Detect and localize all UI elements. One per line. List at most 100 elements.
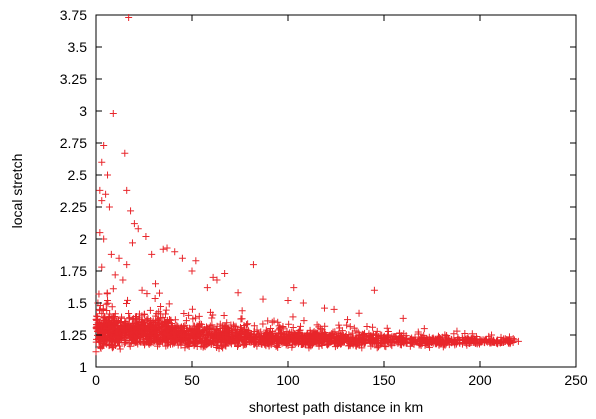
data-point bbox=[234, 342, 242, 350]
data-point bbox=[164, 341, 172, 349]
data-point bbox=[156, 336, 164, 344]
data-point bbox=[140, 310, 148, 318]
data-point bbox=[185, 340, 193, 348]
x-axis: 0 50 100 150 200 250 bbox=[92, 15, 588, 388]
data-point bbox=[373, 334, 381, 342]
data-point bbox=[134, 225, 142, 233]
data-point bbox=[152, 280, 160, 288]
data-point bbox=[179, 332, 187, 340]
data-point bbox=[369, 323, 377, 331]
x-tick-label: 50 bbox=[184, 372, 200, 388]
data-point bbox=[185, 333, 193, 341]
data-point bbox=[132, 319, 140, 327]
data-point bbox=[344, 316, 352, 324]
data-point bbox=[171, 333, 179, 341]
data-point bbox=[363, 323, 371, 331]
data-point bbox=[220, 312, 228, 320]
data-point bbox=[125, 14, 133, 22]
data-point bbox=[333, 341, 341, 349]
data-point bbox=[257, 340, 265, 348]
data-point bbox=[235, 333, 243, 341]
data-point bbox=[422, 336, 430, 344]
data-point bbox=[185, 311, 193, 319]
data-point bbox=[116, 345, 124, 353]
data-point bbox=[383, 324, 391, 332]
data-point bbox=[195, 326, 203, 334]
data-point bbox=[303, 331, 311, 339]
data-point bbox=[191, 339, 199, 347]
data-point bbox=[209, 336, 217, 344]
data-point bbox=[208, 314, 216, 322]
data-point bbox=[146, 331, 154, 339]
data-point bbox=[338, 327, 346, 335]
data-point bbox=[352, 342, 360, 350]
data-point bbox=[270, 317, 278, 325]
data-point bbox=[105, 203, 113, 211]
data-point bbox=[178, 254, 186, 262]
y-tick-label: 2.25 bbox=[60, 199, 87, 215]
data-point bbox=[289, 323, 297, 331]
data-point bbox=[100, 327, 108, 335]
data-point bbox=[239, 327, 247, 335]
data-point bbox=[153, 342, 161, 350]
data-point bbox=[121, 328, 129, 336]
data-point bbox=[220, 328, 228, 336]
data-point bbox=[439, 338, 447, 346]
data-point bbox=[149, 324, 157, 332]
data-point bbox=[114, 322, 122, 330]
data-point bbox=[216, 320, 224, 328]
data-point bbox=[234, 289, 242, 297]
data-point bbox=[305, 344, 313, 352]
y-axis-label: local stretch bbox=[9, 154, 25, 229]
data-point bbox=[155, 340, 163, 348]
data-point bbox=[203, 284, 211, 292]
data-point bbox=[276, 336, 284, 344]
data-point bbox=[93, 312, 101, 320]
data-point bbox=[121, 149, 129, 157]
data-point bbox=[238, 307, 246, 315]
data-point bbox=[259, 320, 267, 328]
data-point bbox=[354, 339, 362, 347]
data-point bbox=[93, 324, 101, 332]
data-point bbox=[455, 336, 463, 344]
data-point bbox=[408, 338, 416, 346]
data-point bbox=[192, 314, 200, 322]
data-point bbox=[307, 338, 315, 346]
data-point bbox=[155, 317, 163, 325]
data-point bbox=[284, 333, 292, 341]
data-point bbox=[274, 318, 282, 326]
data-point bbox=[96, 186, 104, 194]
data-point bbox=[269, 329, 277, 337]
data-point bbox=[344, 342, 352, 350]
data-point bbox=[95, 321, 103, 329]
x-tick-label: 250 bbox=[564, 372, 588, 388]
x-tick-label: 0 bbox=[92, 372, 100, 388]
data-point bbox=[96, 229, 104, 237]
data-point bbox=[115, 336, 123, 344]
data-point bbox=[288, 343, 296, 351]
data-point bbox=[108, 303, 116, 311]
data-point bbox=[400, 330, 408, 338]
data-point bbox=[443, 332, 451, 340]
data-point bbox=[134, 340, 142, 348]
data-point bbox=[313, 321, 321, 329]
data-point bbox=[514, 337, 522, 345]
y-tick-label: 1 bbox=[79, 359, 87, 375]
data-point bbox=[188, 305, 196, 313]
data-point bbox=[320, 304, 328, 312]
data-point bbox=[101, 317, 109, 325]
data-point bbox=[174, 341, 182, 349]
data-point bbox=[357, 335, 365, 343]
data-point bbox=[497, 333, 505, 341]
data-point bbox=[424, 340, 432, 348]
data-point bbox=[493, 336, 501, 344]
data-point bbox=[182, 317, 190, 325]
data-point bbox=[299, 339, 307, 347]
data-point bbox=[152, 329, 160, 337]
data-point bbox=[355, 309, 363, 317]
data-point bbox=[381, 342, 389, 350]
data-point bbox=[125, 334, 133, 342]
data-point bbox=[140, 319, 148, 327]
data-point bbox=[121, 319, 129, 327]
data-point bbox=[300, 317, 308, 325]
